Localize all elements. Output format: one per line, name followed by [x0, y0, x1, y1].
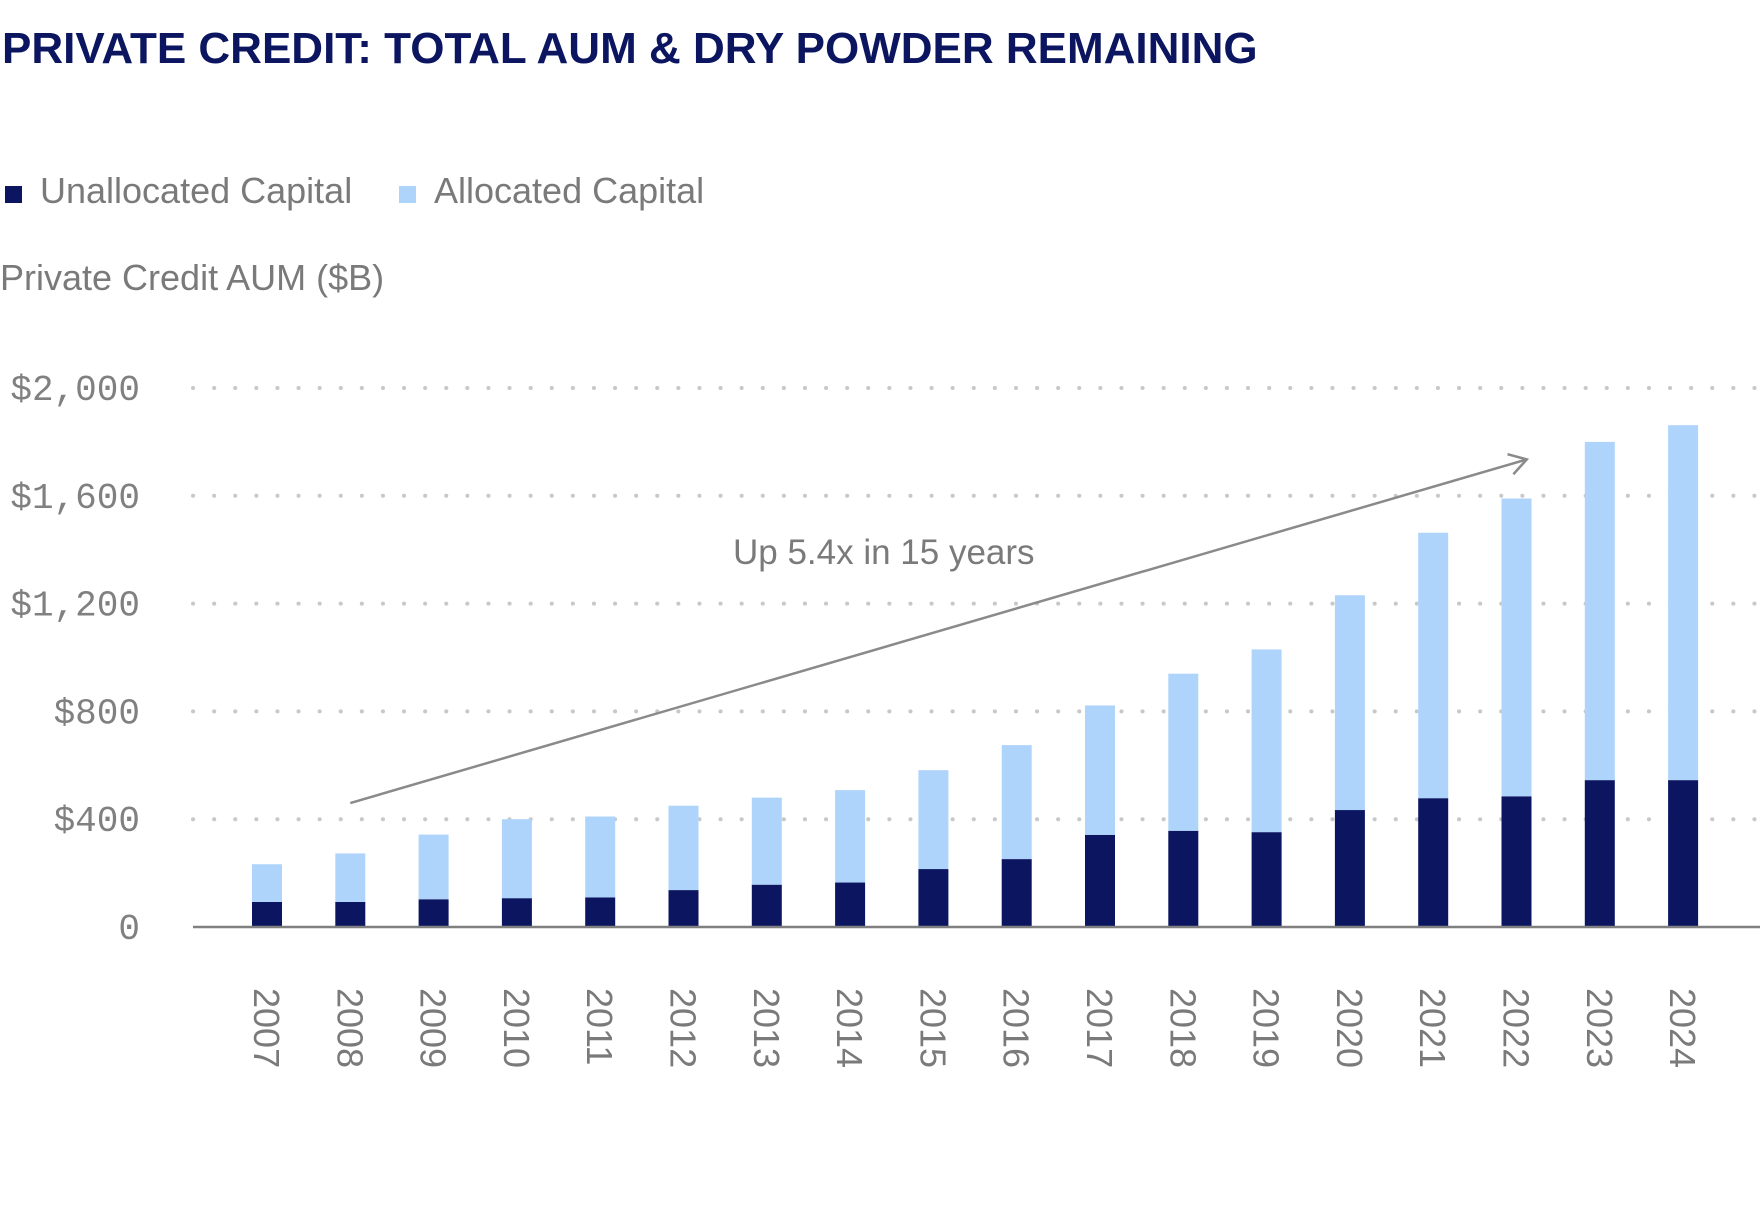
- bar-unallocated: [418, 899, 449, 927]
- bar-unallocated: [501, 898, 532, 927]
- x-tick-label: 2014: [829, 988, 870, 1068]
- bar-allocated: [335, 853, 366, 902]
- x-tick-label: 2018: [1162, 988, 1203, 1068]
- x-tick-label: 2015: [912, 988, 953, 1068]
- bar-unallocated: [1251, 832, 1282, 927]
- bar-allocated: [1251, 649, 1282, 833]
- legend-label-unallocated: Unallocated Capital: [40, 170, 352, 211]
- y-axis-ticks: 0 $400 $800 $1,200 $1,600 $2,000: [10, 370, 140, 950]
- bars: [252, 425, 1699, 927]
- bar-allocated: [918, 770, 949, 870]
- legend: Unallocated Capital Allocated Capital: [5, 170, 704, 211]
- y-tick-label: $2,000: [10, 370, 140, 411]
- bar-unallocated: [1501, 796, 1532, 927]
- x-tick-label: 2023: [1579, 988, 1620, 1068]
- x-tick-label: 2022: [1496, 988, 1537, 1068]
- annotation-arrow-head: [1507, 452, 1530, 476]
- bar-allocated: [1668, 425, 1699, 781]
- annotation-arrow-line: [349, 458, 1528, 805]
- legend-label-allocated: Allocated Capital: [434, 170, 704, 211]
- x-tick-label: 2013: [746, 988, 787, 1068]
- x-tick-label: 2008: [329, 988, 370, 1068]
- bar-allocated: [835, 790, 866, 883]
- legend-swatch-allocated: [399, 186, 416, 203]
- bar-allocated: [418, 834, 449, 900]
- x-tick-label: 2017: [1079, 988, 1120, 1068]
- x-tick-label: 2010: [496, 988, 537, 1068]
- x-tick-label: 2011: [579, 988, 620, 1065]
- annotation: Up 5.4x in 15 years: [349, 452, 1530, 805]
- bar-allocated: [751, 797, 782, 885]
- y-tick-label: 0: [118, 909, 140, 950]
- bar-allocated: [252, 864, 282, 902]
- x-tick-label: 2024: [1662, 988, 1703, 1068]
- bar-allocated: [501, 819, 532, 899]
- bar-unallocated: [252, 901, 282, 927]
- bar-allocated: [1501, 498, 1532, 797]
- bar-allocated: [1418, 532, 1449, 799]
- bar-unallocated: [1668, 780, 1699, 927]
- x-tick-label: 2007: [246, 988, 287, 1068]
- bar-unallocated: [918, 869, 949, 927]
- x-tick-label: 2016: [996, 988, 1037, 1068]
- bar-allocated: [1085, 705, 1115, 835]
- bar-unallocated: [1085, 834, 1115, 927]
- x-tick-label: 2009: [413, 988, 454, 1068]
- bar-unallocated: [1418, 798, 1449, 927]
- bar-unallocated: [1001, 859, 1032, 927]
- annotation-text: Up 5.4x in 15 years: [733, 533, 1035, 572]
- bar-unallocated: [585, 897, 616, 927]
- bar-allocated: [585, 816, 616, 898]
- y-axis-label: Private Credit AUM ($B): [0, 257, 384, 298]
- x-tick-label: 2012: [663, 988, 704, 1068]
- chart-title: PRIVATE CREDIT: TOTAL AUM & DRY POWDER R…: [2, 24, 1258, 73]
- bar-allocated: [1001, 745, 1032, 860]
- y-tick-label: $400: [54, 801, 140, 842]
- bar-allocated: [668, 805, 699, 891]
- legend-swatch-unallocated: [5, 186, 22, 203]
- x-tick-label: 2019: [1246, 988, 1287, 1068]
- y-tick-label: $1,600: [10, 478, 140, 519]
- bar-unallocated: [1334, 810, 1365, 927]
- x-tick-label: 2020: [1329, 988, 1370, 1068]
- bar-unallocated: [751, 884, 782, 927]
- bar-unallocated: [335, 901, 366, 927]
- bar-allocated: [1168, 673, 1199, 831]
- bar-unallocated: [835, 882, 866, 927]
- y-tick-label: $800: [54, 693, 140, 734]
- bar-allocated: [1334, 595, 1365, 811]
- x-tick-label: 2021: [1412, 988, 1453, 1068]
- x-axis-ticks: 2007 2008 2009 2010 2011 2012 2013 2014 2015 2016…: [246, 988, 1703, 1068]
- bar-unallocated: [1168, 830, 1199, 927]
- bar-allocated: [1584, 441, 1615, 781]
- bar-unallocated: [668, 890, 699, 927]
- y-tick-label: $1,200: [10, 586, 140, 627]
- bar-unallocated: [1584, 780, 1615, 927]
